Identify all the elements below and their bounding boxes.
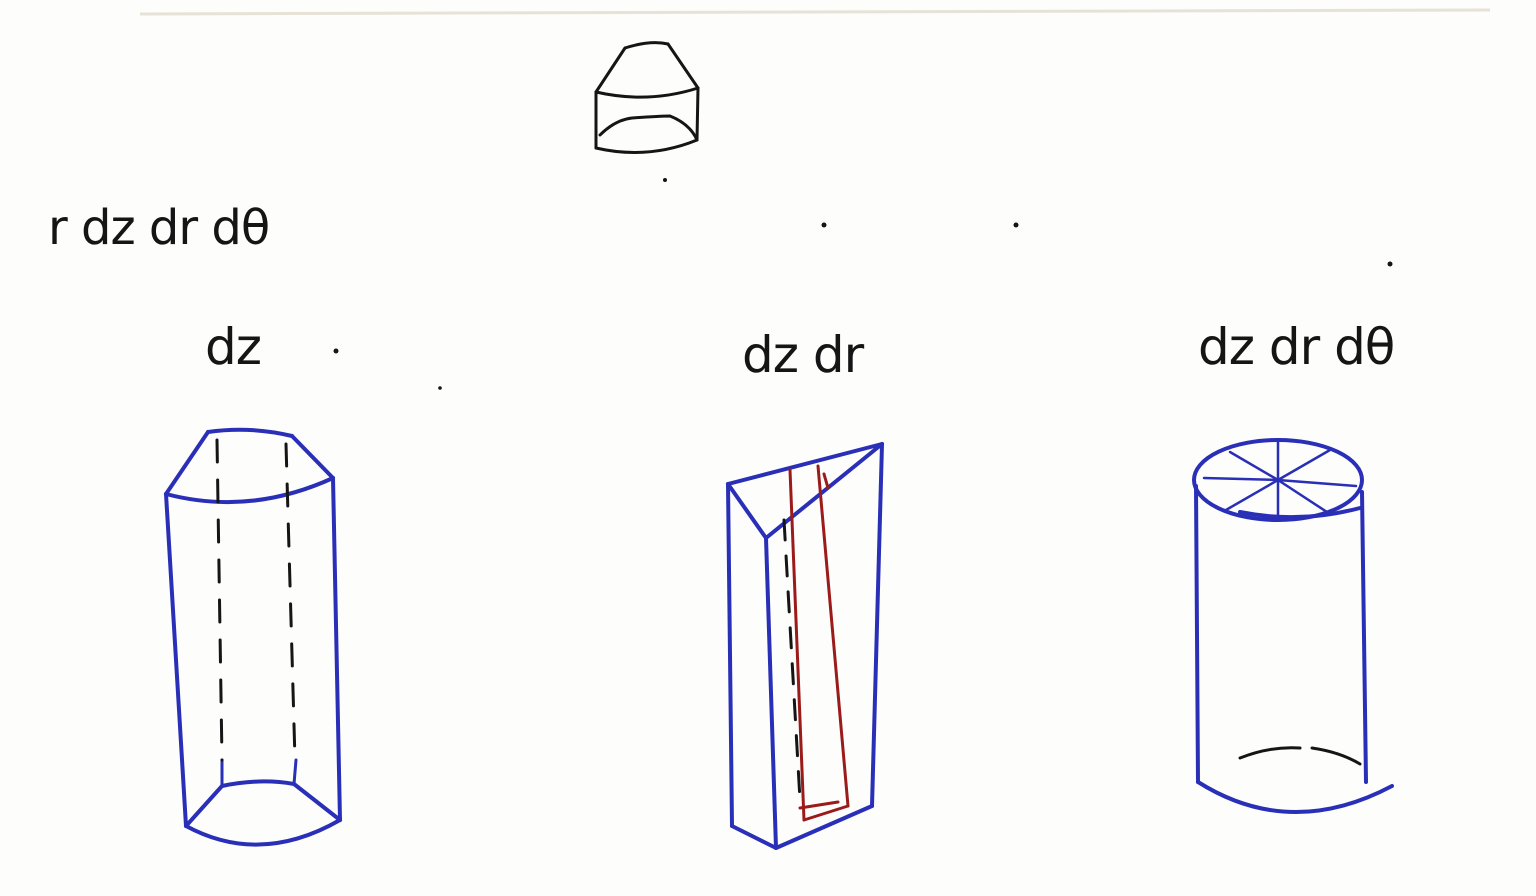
wedge-column-figure [726, 442, 884, 850]
paper-edge-line [139, 8, 1491, 16]
paper-dots [333, 222, 1393, 390]
volume-element-sketch [594, 41, 700, 182]
wedge-column-inner-slice [788, 464, 850, 822]
figure-label-shell-sector: dz [205, 318, 262, 376]
figure-label-full-cylinder: dz dr dθ [1198, 318, 1395, 376]
figure-label-wedge-column: dz dr [742, 326, 864, 384]
volume-element-expression: r dz dr dθ [48, 200, 270, 256]
shell-sector-hidden-edges [215, 438, 297, 762]
wedge-column-hidden-edge [782, 518, 802, 802]
shell-sector-figure [164, 427, 342, 847]
full-cylinder-radial-lines [1202, 440, 1358, 520]
full-cylinder-figure [1192, 438, 1394, 815]
full-cylinder-bottom-hidden [1238, 746, 1362, 766]
